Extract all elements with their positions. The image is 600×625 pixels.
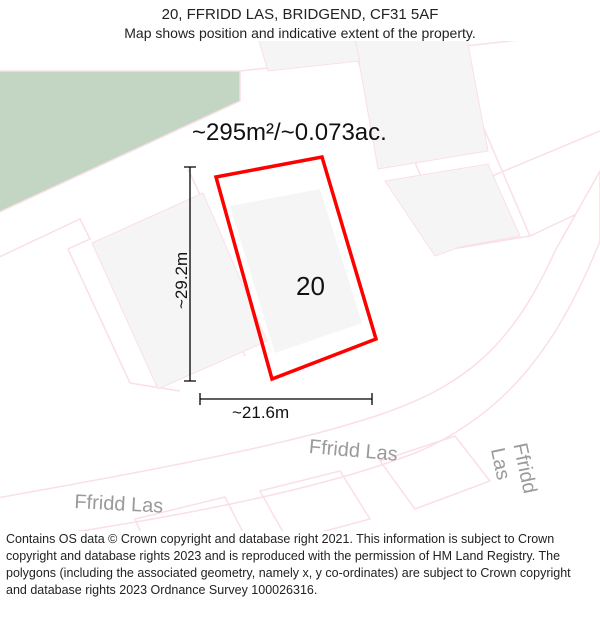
dimension-vertical-label: ~29.2m [172,252,192,309]
copyright-footer: Contains OS data © Crown copyright and d… [0,531,600,605]
page-title: 20, FFRIDD LAS, BRIDGEND, CF31 5AF [0,6,600,23]
page-subtitle: Map shows position and indicative extent… [0,25,600,41]
map-canvas: ~295m²/~0.073ac. 20 ~29.2m ~21.6m Ffridd… [0,41,600,531]
header: 20, FFRIDD LAS, BRIDGEND, CF31 5AF Map s… [0,0,600,41]
plot-number-label: 20 [296,271,325,302]
dimension-horizontal-label: ~21.6m [232,403,289,423]
area-label: ~295m²/~0.073ac. [192,119,387,147]
road-label-2: Ffridd Las [74,491,164,519]
